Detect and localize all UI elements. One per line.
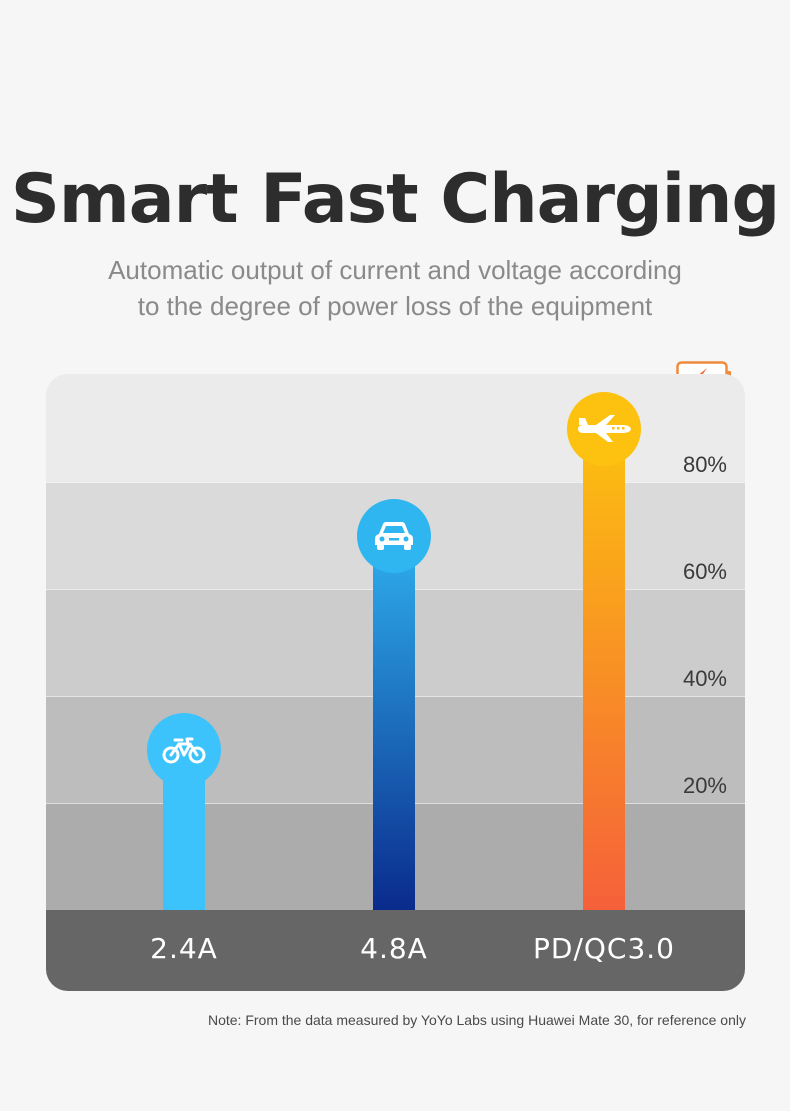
car-bubble xyxy=(357,498,431,573)
car-icon xyxy=(373,520,415,552)
page-title: Smart Fast Charging xyxy=(10,160,780,239)
y-tick-label: 60% xyxy=(682,559,727,584)
y-tick-label: 80% xyxy=(682,452,727,477)
subtitle-line-2: to the degree of power loss of the equip… xyxy=(137,291,653,321)
page-subtitle: Automatic output of current and voltage … xyxy=(95,252,695,324)
gridline xyxy=(46,482,745,483)
bicycle-icon xyxy=(162,735,206,765)
airplane-bubble xyxy=(567,391,641,466)
bar-2 xyxy=(373,535,415,910)
y-tick-label: 40% xyxy=(682,666,727,691)
airplane-icon xyxy=(576,414,632,444)
x-tick-label: 4.8A xyxy=(360,932,428,965)
x-axis-band: 2.4A 4.8A PD/QC3.0 xyxy=(46,910,745,991)
x-tick-label: PD/QC3.0 xyxy=(533,932,675,965)
charging-chart: 20% 40% 60% 80% 2.4A 4.8A PD/QC3.0 xyxy=(46,374,745,991)
footnote: Note: From the data measured by YoYo Lab… xyxy=(207,1012,746,1028)
x-tick-label: 2.4A xyxy=(150,932,218,965)
subtitle-line-1: Automatic output of current and voltage … xyxy=(108,255,682,285)
bicycle-bubble xyxy=(147,712,221,787)
y-tick-label: 20% xyxy=(682,773,727,798)
bar-3 xyxy=(583,428,625,910)
